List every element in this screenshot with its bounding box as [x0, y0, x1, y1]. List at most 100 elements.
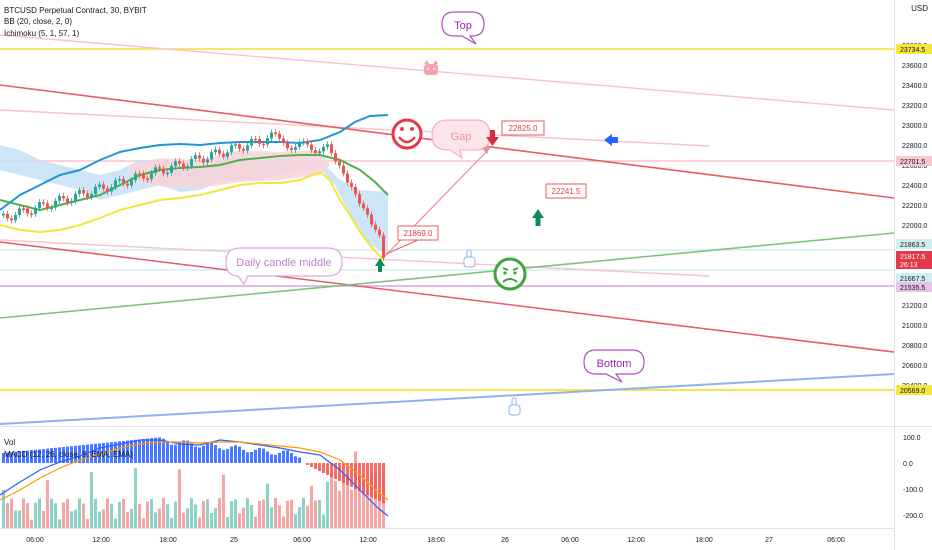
candle[interactable] — [218, 149, 221, 154]
candle[interactable] — [46, 203, 49, 209]
candle[interactable] — [26, 208, 29, 214]
candle[interactable] — [98, 184, 101, 187]
arrow-left-icon[interactable] — [604, 134, 618, 146]
candle[interactable] — [314, 150, 317, 154]
symbol-legend[interactable]: BTCUSD Perpetual Contract, 30, BYBIT — [4, 6, 147, 15]
volume-legend[interactable]: Vol — [4, 438, 16, 447]
candle[interactable] — [254, 138, 257, 141]
ichimoku-base-line[interactable] — [0, 170, 385, 261]
candle[interactable] — [354, 186, 357, 195]
candle[interactable] — [54, 200, 57, 208]
candle[interactable] — [382, 235, 385, 258]
sick-face-icon[interactable] — [493, 257, 527, 291]
callout-top[interactable]: Top — [441, 11, 485, 45]
macd-legend[interactable]: MACD (12, 26, close, 9, EMA, EMA) — [4, 450, 133, 459]
candle[interactable] — [318, 151, 321, 154]
candle[interactable] — [126, 183, 129, 186]
price-label-22241[interactable]: 22241.5 — [545, 183, 587, 199]
candle[interactable] — [150, 173, 153, 180]
candle[interactable] — [146, 178, 149, 181]
candle[interactable] — [78, 190, 81, 194]
candle[interactable] — [262, 143, 265, 146]
candle[interactable] — [82, 190, 85, 194]
candle[interactable] — [130, 180, 133, 186]
candle[interactable] — [114, 180, 117, 188]
candle[interactable] — [370, 214, 373, 225]
candle[interactable] — [142, 173, 145, 179]
macd-axis[interactable]: 100.0 0.0 -100.0 -200.0 — [903, 435, 923, 520]
candle[interactable] — [18, 208, 21, 215]
candlestick-series[interactable] — [2, 129, 385, 261]
candle[interactable] — [202, 158, 205, 163]
bb-legend[interactable]: BB (20, close, 2, 0) — [4, 17, 73, 26]
candle[interactable] — [70, 200, 73, 203]
smiley-face-icon[interactable] — [391, 118, 423, 150]
candle[interactable] — [378, 229, 381, 236]
candle[interactable] — [214, 149, 217, 153]
main-pane[interactable] — [0, 0, 894, 425]
candle[interactable] — [102, 184, 105, 189]
macd-line[interactable] — [0, 439, 389, 517]
candle[interactable] — [226, 152, 229, 157]
candle[interactable] — [58, 195, 61, 201]
candle[interactable] — [246, 145, 249, 151]
price-label-21869[interactable]: 21869.0 — [397, 225, 439, 241]
candle[interactable] — [338, 161, 341, 166]
candle[interactable] — [230, 145, 233, 153]
candle[interactable] — [258, 138, 261, 144]
candle[interactable] — [162, 168, 165, 174]
price-axis[interactable]: 23800.023600.023400.023200.023000.022800… — [902, 43, 927, 390]
candle[interactable] — [342, 165, 345, 174]
candle[interactable] — [66, 198, 69, 203]
candle[interactable] — [326, 144, 329, 147]
candle[interactable] — [110, 187, 113, 192]
trendline-blue[interactable] — [0, 373, 895, 425]
candle[interactable] — [118, 179, 121, 181]
volume-histogram[interactable] — [2, 451, 385, 528]
candle[interactable] — [30, 213, 33, 215]
candle[interactable] — [310, 144, 313, 151]
candle[interactable] — [222, 153, 225, 157]
arrow-down-icon[interactable] — [486, 130, 499, 146]
candle[interactable] — [186, 166, 189, 168]
callout-bottom[interactable]: Bottom — [583, 349, 645, 383]
hand-pointer-icon[interactable] — [508, 397, 521, 416]
candle[interactable] — [166, 172, 169, 175]
macd-histogram[interactable] — [2, 437, 385, 503]
candle[interactable] — [174, 161, 177, 167]
candle[interactable] — [154, 167, 157, 174]
cat-icon[interactable] — [424, 60, 438, 75]
candle[interactable] — [158, 167, 161, 169]
candle[interactable] — [294, 147, 297, 150]
candle[interactable] — [358, 194, 361, 204]
candle[interactable] — [366, 208, 369, 215]
arrow-up-icon[interactable] — [532, 209, 544, 226]
time-axis[interactable]: 06:00 12:00 18:00 25 06:00 12:00 18:00 26 06:00 1… — [26, 537, 845, 544]
candle[interactable] — [50, 207, 53, 210]
candle[interactable] — [6, 213, 9, 219]
candle[interactable] — [90, 194, 93, 198]
candle[interactable] — [286, 142, 289, 149]
candle[interactable] — [306, 141, 309, 145]
candle[interactable] — [330, 144, 333, 154]
candle[interactable] — [374, 224, 377, 230]
candle[interactable] — [302, 141, 305, 143]
candle[interactable] — [250, 138, 253, 146]
trendline-pink-mid[interactable] — [0, 109, 711, 147]
candle[interactable] — [206, 159, 209, 163]
candle[interactable] — [278, 133, 281, 139]
candle[interactable] — [134, 173, 137, 181]
candle[interactable] — [194, 155, 197, 160]
trendline-green[interactable] — [0, 232, 895, 319]
candle[interactable] — [14, 214, 17, 221]
price-label-22825[interactable]: 22825.0 — [501, 120, 545, 136]
candle[interactable] — [106, 188, 109, 192]
candle[interactable] — [234, 144, 237, 146]
trendline-red-lower[interactable] — [0, 241, 895, 353]
hand-pointer-icon[interactable] — [463, 249, 476, 268]
trendline-pink-lower[interactable] — [0, 239, 711, 277]
arrow-up-icon[interactable] — [375, 258, 385, 272]
candle[interactable] — [74, 193, 77, 201]
candle[interactable] — [290, 148, 293, 150]
